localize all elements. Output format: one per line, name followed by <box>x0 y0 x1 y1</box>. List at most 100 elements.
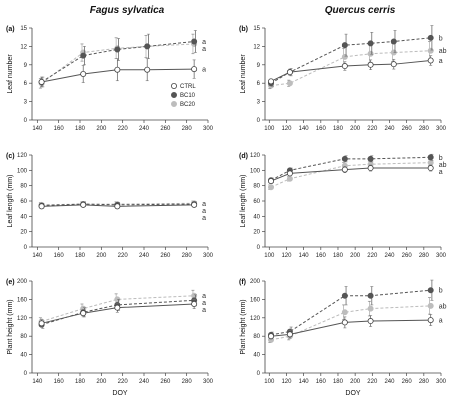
x-tick-label: 300 <box>436 126 447 132</box>
significance-label-ctrl: a <box>202 67 206 74</box>
data-point-ctrl <box>38 203 45 210</box>
series-line-bc10 <box>270 37 431 84</box>
x-tick-label: 140 <box>32 126 43 132</box>
y-tick-label: 3 <box>257 100 261 106</box>
data-point-bc10 <box>341 292 348 299</box>
series-line-bc20 <box>270 162 431 188</box>
data-point-bc20 <box>341 309 348 316</box>
x-tick-label: 220 <box>118 253 129 259</box>
x-tick-label: 100 <box>264 126 275 132</box>
x-tick-label: 220 <box>118 126 129 132</box>
y-tick-label: 40 <box>253 214 260 220</box>
x-tick-label: 300 <box>436 379 447 385</box>
x-tick-label: 160 <box>316 379 327 385</box>
chart-panel-e: (e) 0 40 80 120 160 200 140 160 180 200 220 240 260 28… <box>6 279 214 397</box>
y-tick-label: 40 <box>253 353 260 359</box>
data-point-bc10 <box>427 34 434 41</box>
x-tick-label: 140 <box>299 253 310 259</box>
y-tick-label: 0 <box>24 371 28 377</box>
data-point-bc10 <box>191 38 198 45</box>
x-tick-label: 160 <box>54 253 65 259</box>
panel-label: (c) <box>6 153 15 160</box>
x-tick-label: 200 <box>96 126 107 132</box>
data-point-ctrl <box>427 165 434 172</box>
data-point-bc10 <box>427 154 434 161</box>
data-point-bc10 <box>114 46 121 53</box>
legend-marker-bc10 <box>170 92 177 99</box>
data-point-ctrl <box>191 201 198 208</box>
data-point-ctrl <box>38 320 45 327</box>
x-tick-label: 240 <box>384 253 395 259</box>
data-point-bc20 <box>427 159 434 166</box>
x-tick-label: 200 <box>350 126 361 132</box>
data-point-ctrl <box>80 310 87 317</box>
x-tick-label: 280 <box>419 379 430 385</box>
x-tick-label: 300 <box>203 126 214 132</box>
data-point-bc10 <box>367 40 374 47</box>
x-tick-label: 160 <box>316 253 327 259</box>
y-tick-label: 60 <box>20 199 27 205</box>
data-point-ctrl <box>367 318 374 325</box>
legend-marker-bc20 <box>170 101 177 108</box>
chart-panel-d: (d) 0 20 40 60 80 100 120 100 120 140 160 180 200 220 2… <box>239 153 447 259</box>
legend-label-bc10: BC10 <box>180 93 196 99</box>
y-tick-label: 80 <box>20 184 27 190</box>
series-line-ctrl <box>41 204 195 207</box>
y-tick-label: 80 <box>20 334 27 340</box>
legend-marker-ctrl <box>170 83 177 90</box>
data-point-ctrl <box>114 304 121 311</box>
x-tick-label: 300 <box>203 379 214 385</box>
significance-label-bc20: a <box>202 201 206 208</box>
y-tick-label: 100 <box>17 168 28 174</box>
y-tick-label: 12 <box>20 44 27 50</box>
panel-label: (b) <box>239 26 248 33</box>
chart-panel-a: (a) 0 3 6 9 12 15 140 160 180 200 220 240 260 280 300 Le… <box>6 26 214 132</box>
data-point-bc20 <box>427 302 434 309</box>
y-tick-label: 0 <box>24 245 28 251</box>
data-point-ctrl <box>427 317 434 324</box>
data-point-ctrl <box>427 57 434 64</box>
significance-label-bc20: a <box>202 293 206 300</box>
y-axis-label: Leaf length (mm) <box>7 175 14 228</box>
y-axis-label: Leaf number <box>7 54 14 94</box>
significance-label-bc20: ab <box>439 162 447 169</box>
y-tick-label: 120 <box>250 316 261 322</box>
data-point-bc10 <box>341 42 348 49</box>
x-axis-label: DOY <box>112 390 128 397</box>
column-title-fagus: Fagus sylvatica <box>90 5 165 16</box>
y-tick-label: 40 <box>20 214 27 220</box>
data-point-ctrl <box>80 201 87 208</box>
data-point-bc20 <box>341 53 348 60</box>
y-tick-label: 100 <box>250 168 261 174</box>
y-tick-label: 6 <box>257 81 261 87</box>
y-tick-label: 120 <box>250 153 261 159</box>
data-point-ctrl <box>367 61 374 68</box>
x-tick-label: 180 <box>75 253 86 259</box>
data-point-ctrl <box>144 66 151 73</box>
data-point-ctrl <box>191 66 198 73</box>
series-line-ctrl <box>270 60 431 82</box>
x-tick-label: 260 <box>402 126 413 132</box>
y-tick-label: 80 <box>253 334 260 340</box>
data-point-ctrl <box>114 203 121 210</box>
data-point-ctrl <box>38 78 45 85</box>
x-tick-label: 100 <box>264 379 275 385</box>
chart-panel-c: (c) 0 20 40 60 80 100 120 140 160 180 200 220 240 260 2… <box>6 153 214 259</box>
data-point-ctrl <box>191 300 198 307</box>
x-tick-label: 180 <box>333 253 344 259</box>
x-tick-label: 160 <box>316 126 327 132</box>
y-tick-label: 15 <box>20 26 27 32</box>
x-tick-label: 180 <box>333 379 344 385</box>
data-point-ctrl <box>286 331 293 338</box>
data-point-ctrl <box>367 165 374 172</box>
y-tick-label: 200 <box>17 279 28 285</box>
y-tick-label: 120 <box>17 153 28 159</box>
y-tick-label: 9 <box>24 63 28 69</box>
y-tick-label: 0 <box>257 371 261 377</box>
significance-label-bc10: a <box>202 300 206 307</box>
data-point-bc20 <box>367 50 374 57</box>
y-tick-label: 60 <box>253 199 260 205</box>
chart-panel-b: (b) 0 3 6 9 12 15 100 120 140 160 180 200 220 240 260 28… <box>239 25 447 132</box>
x-tick-label: 160 <box>54 126 65 132</box>
x-tick-label: 300 <box>436 253 447 259</box>
